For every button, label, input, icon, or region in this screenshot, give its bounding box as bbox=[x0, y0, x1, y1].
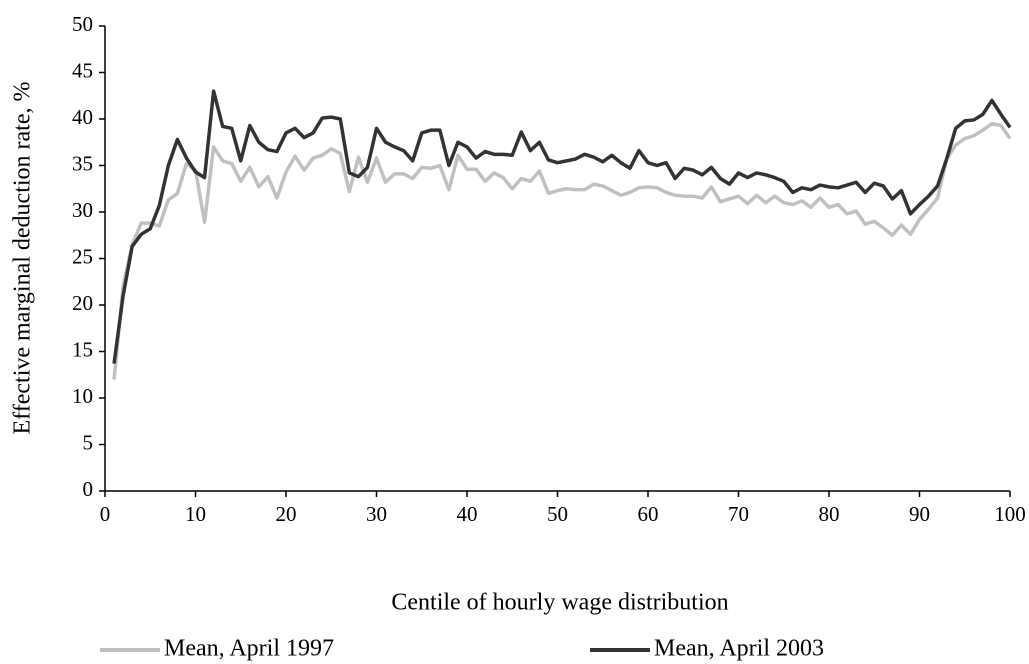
x-tick-label: 30 bbox=[366, 502, 387, 526]
y-tick-label: 40 bbox=[72, 105, 93, 129]
legend-label: Mean, April 1997 bbox=[164, 636, 334, 662]
x-tick-label: 70 bbox=[728, 502, 749, 526]
y-tick-label: 10 bbox=[72, 384, 93, 408]
legend-label: Mean, April 2003 bbox=[654, 636, 824, 662]
y-tick-label: 15 bbox=[72, 337, 93, 361]
y-tick-label: 50 bbox=[72, 12, 93, 36]
line-series bbox=[112, 121, 1012, 380]
x-tick-label: 100 bbox=[994, 502, 1026, 526]
y-tick-label: 25 bbox=[72, 244, 93, 268]
x-tick-label: 50 bbox=[547, 502, 568, 526]
y-tick-label: 0 bbox=[83, 477, 94, 501]
y-axis-title: Effective marginal deduction rate, % bbox=[10, 82, 36, 435]
y-tick-label: 45 bbox=[72, 58, 93, 82]
x-tick-label: 10 bbox=[185, 502, 206, 526]
y-tick-label: 30 bbox=[72, 198, 93, 222]
y-tick-label: 35 bbox=[72, 151, 93, 175]
x-axis-title: Centile of hourly wage distribution bbox=[391, 590, 728, 616]
y-tick-label: 5 bbox=[83, 430, 94, 454]
y-tick-label: 20 bbox=[72, 291, 93, 315]
x-tick-label: 90 bbox=[909, 502, 930, 526]
x-tick-label: 20 bbox=[276, 502, 297, 526]
x-tick-label: 0 bbox=[100, 502, 111, 526]
x-tick-label: 60 bbox=[638, 502, 659, 526]
line-series bbox=[112, 89, 1012, 364]
x-tick-label: 40 bbox=[457, 502, 478, 526]
x-tick-label: 80 bbox=[819, 502, 840, 526]
